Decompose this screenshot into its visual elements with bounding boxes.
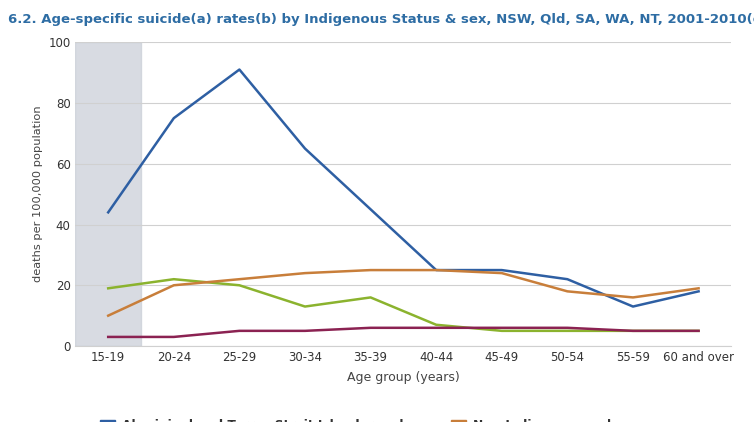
Bar xyxy=(75,42,141,346)
Text: 6.2. Age-specific suicide(a) rates(b) by Indigenous Status & sex, NSW, Qld, SA, : 6.2. Age-specific suicide(a) rates(b) by… xyxy=(8,13,754,26)
Y-axis label: deaths per 100,000 population: deaths per 100,000 population xyxy=(32,106,43,282)
Legend: Aboriginal and Torres Strait Islander males, Aboriginal and Torres Strait Island: Aboriginal and Torres Strait Islander ma… xyxy=(100,419,641,422)
X-axis label: Age group (years): Age group (years) xyxy=(347,371,460,384)
